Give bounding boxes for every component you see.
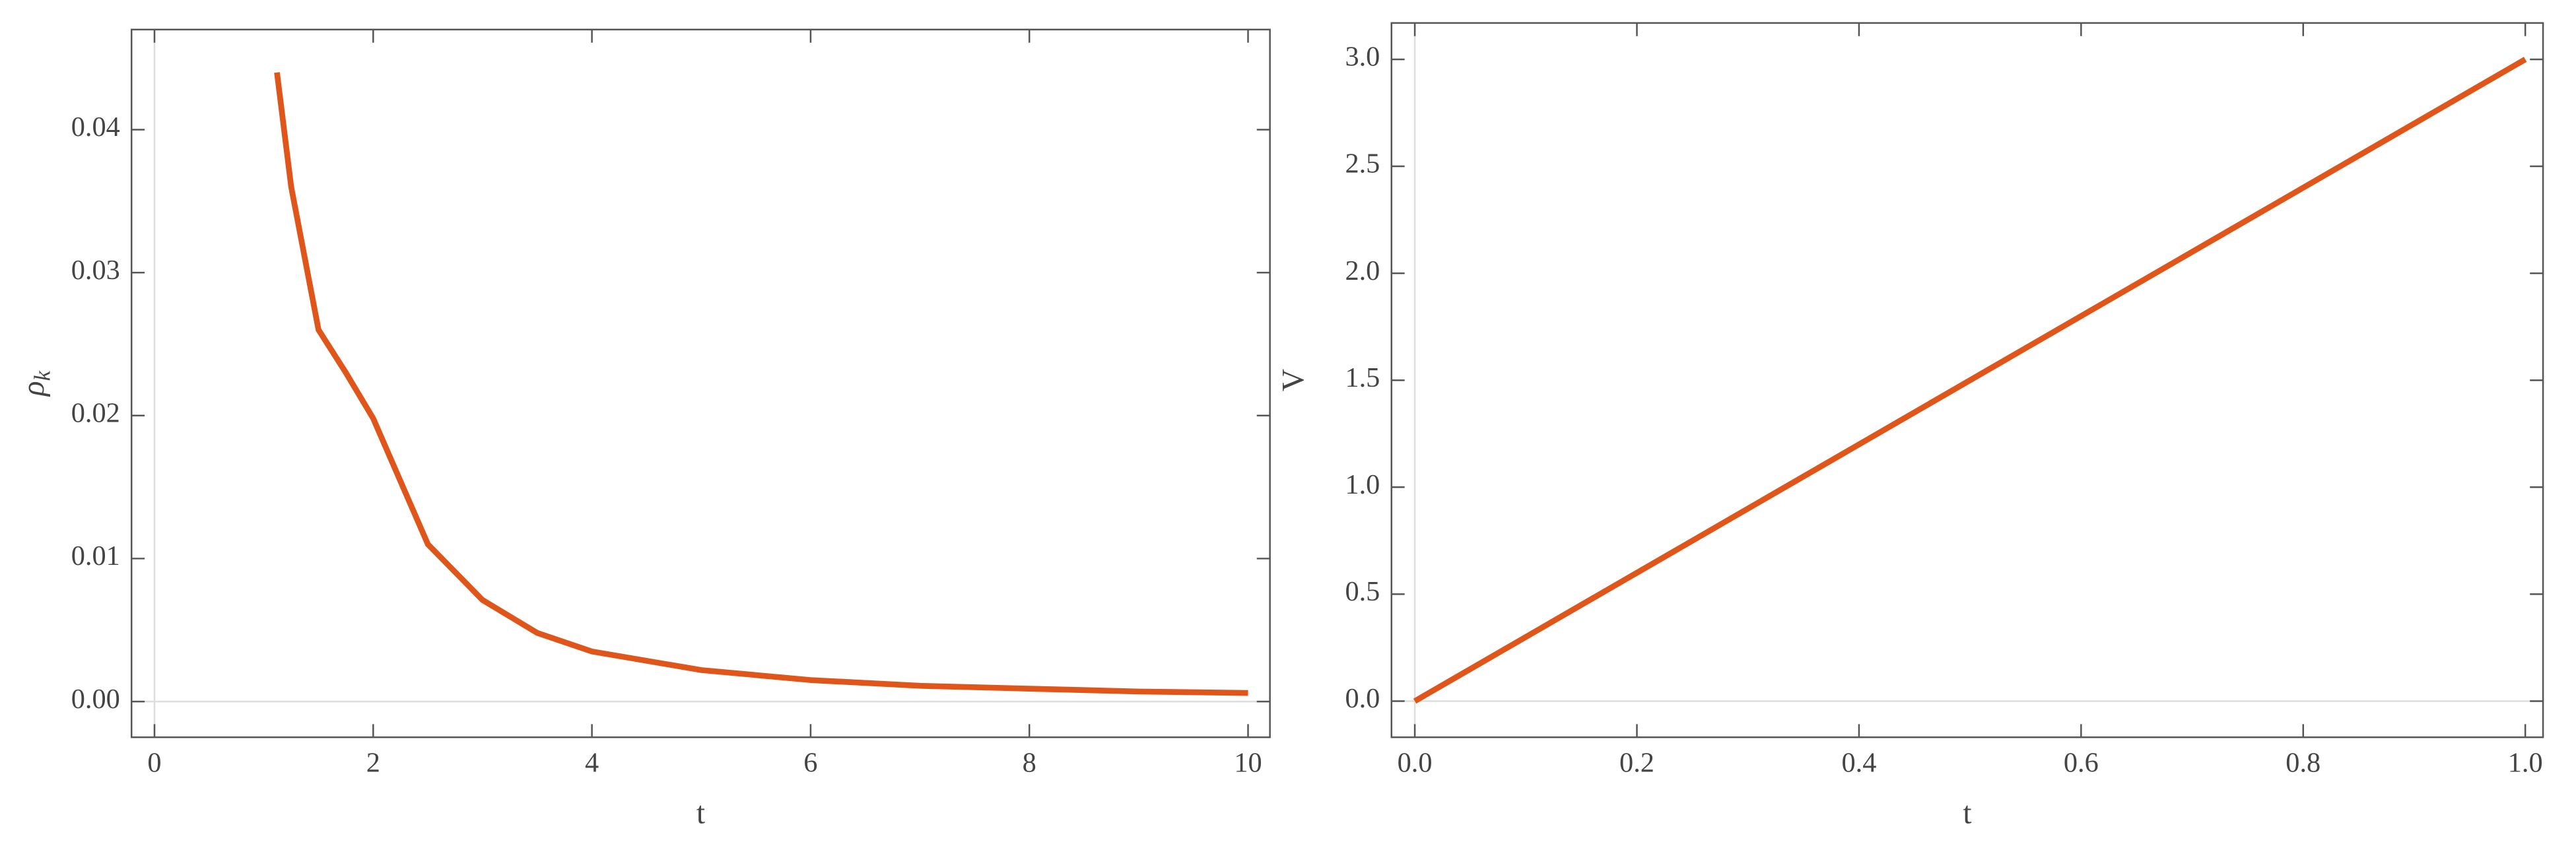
x-tick-label: 0 (147, 747, 161, 778)
y-axis-label-subscript: k (29, 370, 55, 381)
x-axis-label: t (696, 796, 705, 831)
x-tick-label: 0.8 (2286, 747, 2321, 778)
x-tick-label: 2 (366, 747, 380, 778)
y-tick-label: 1.5 (1345, 362, 1380, 393)
plot: 0 2 4 6 8 10 0.00 0.01 0.02 0.03 0.04 t ρk (17, 28, 1271, 831)
y-tick-label: 2.0 (1345, 255, 1380, 286)
line (1413, 57, 2527, 704)
x-tick-label: 6 (803, 747, 817, 778)
y-tick-label: 0.00 (71, 684, 120, 715)
y-tick-label: 0.02 (71, 397, 120, 428)
x-tick-label: 1.0 (2508, 747, 2543, 778)
x-tick-label: 10 (1234, 747, 1262, 778)
x-tick-label: 0.2 (1619, 747, 1654, 778)
y-axis-label-main: ρ (17, 381, 51, 397)
y-tick-label: 3.0 (1345, 42, 1380, 73)
x-tick-label: 8 (1023, 747, 1036, 778)
x-tick-label: 0.4 (1841, 747, 1876, 778)
x-tick-label: 4 (585, 747, 599, 778)
y-axis-label: ρk (17, 370, 55, 397)
y-axis-label: V (1276, 369, 1310, 391)
y-tick-label: 0.01 (71, 540, 120, 571)
x-axis-label: t (1963, 796, 1971, 831)
y-tick-label: 0.03 (71, 255, 120, 286)
y-tick-label: 0.5 (1345, 576, 1380, 607)
y-tick-label: 0.04 (71, 112, 120, 143)
y-axis-label-main: V (1276, 369, 1310, 391)
y-tick-label: 2.5 (1345, 148, 1380, 179)
plot: 0.0 0.2 0.4 0.6 0.8 1.0 0.0 0.5 1.0 1.5 2.0 2.5 3.0 t… (1276, 22, 2544, 831)
x-tick-label: 0.6 (2064, 747, 2099, 778)
y-tick-label: 1.0 (1345, 469, 1380, 500)
x-tick-label: 0.0 (1398, 747, 1433, 778)
frame (130, 28, 1271, 738)
y-tick-label: 0.0 (1345, 683, 1380, 714)
line (274, 72, 1248, 696)
